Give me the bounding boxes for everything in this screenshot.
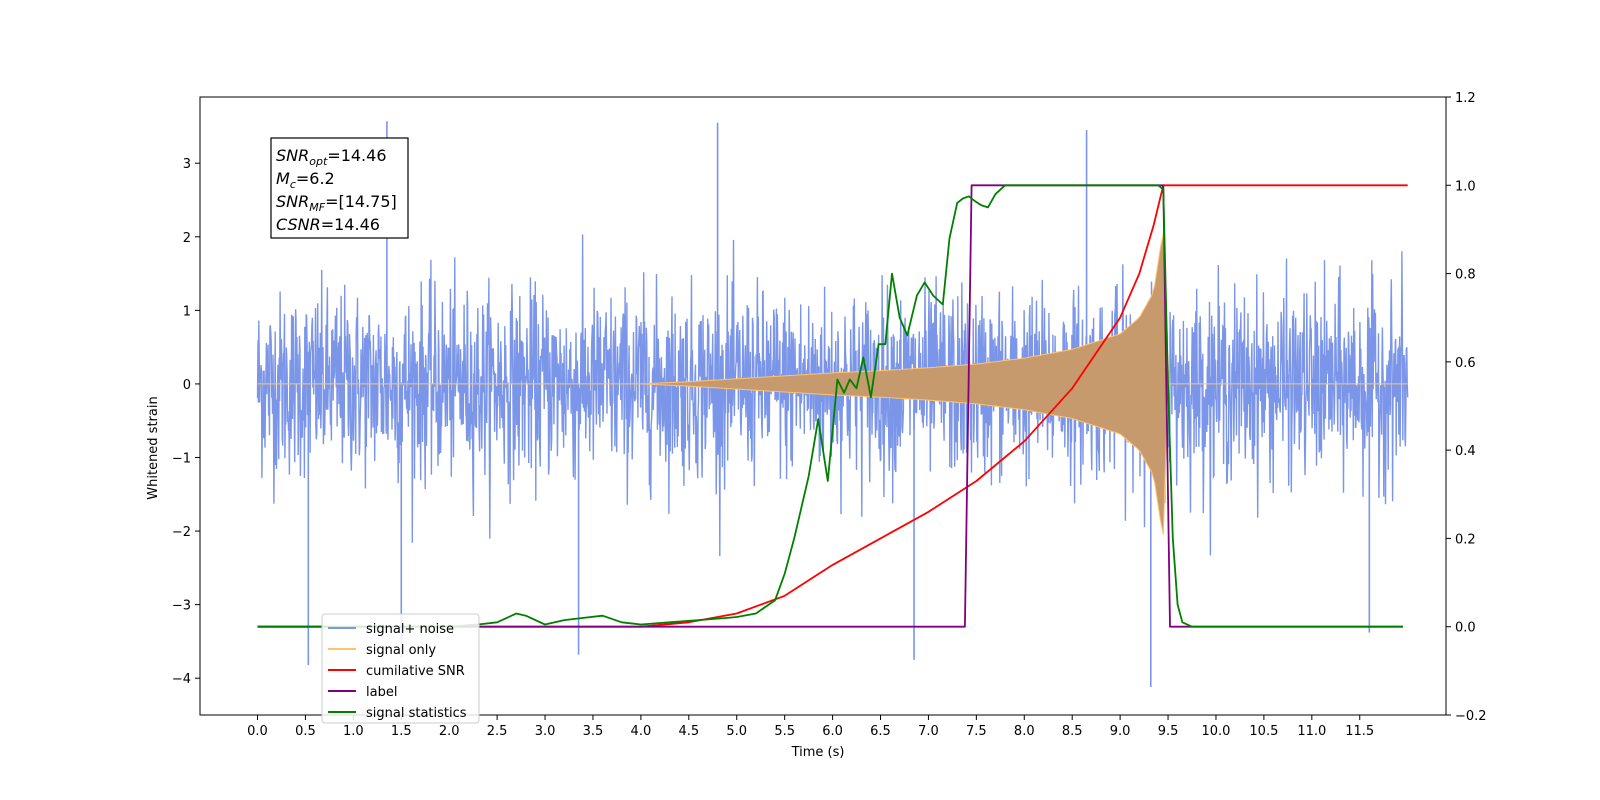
y-tick-label: 1 (183, 304, 191, 319)
annotation-line: Mc=6.2 (276, 169, 335, 191)
y-tick-label: −4 (172, 672, 191, 687)
signal-only-series (257, 233, 1408, 535)
x-tick-label: 4.5 (678, 724, 699, 739)
x-tick-label: 8.0 (1014, 724, 1035, 739)
x-tick-label: 2.0 (439, 724, 460, 739)
x-tick-label: 7.5 (966, 724, 987, 739)
x-tick-label: 2.5 (487, 724, 508, 739)
y2-tick-label: 1.2 (1455, 91, 1476, 106)
x-tick-label: 8.5 (1062, 724, 1083, 739)
cumilative-snr-series (257, 184, 1408, 628)
annotation-frame (270, 137, 409, 239)
x-tick-label: 11.0 (1297, 724, 1326, 739)
axes: 0.0 0.5 1.0 1.5 2.0 2.5 3.0 3.5 4.0 4.5 5.0 5.5 6.0 6… (172, 91, 1487, 739)
plot-area (256, 121, 1409, 688)
x-tick-label: 9.0 (1110, 724, 1131, 739)
legend-label: cumilative SNR (366, 664, 465, 679)
annotation-line: CSNR=14.46 (276, 215, 380, 234)
annotation-line: SNRMF=[14.75] (276, 192, 397, 214)
annotation-line: SNRopt=14.46 (276, 146, 387, 168)
x-tick-label: 10.5 (1249, 724, 1278, 739)
legend-label: signal statistics (366, 706, 467, 721)
y-tick-label: −3 (172, 599, 191, 614)
x-tick-label: 6.0 (822, 724, 843, 739)
annotation-box: SNRopt=14.46Mc=6.2SNRMF=[14.75]CSNR=14.4… (270, 137, 409, 239)
y2-tick-label: −0.2 (1455, 709, 1487, 724)
x-tick-label: 5.0 (726, 724, 747, 739)
x-tick-label: 1.5 (391, 724, 412, 739)
legend: signal+ noise signal only cumilative SNR la… (321, 613, 480, 724)
y-tick-label: −2 (172, 525, 191, 540)
signal-statistics-series (257, 184, 1403, 628)
legend-label: label (366, 685, 397, 700)
x-tick-label: 1.0 (343, 724, 364, 739)
axes-frame (199, 96, 1447, 716)
y2-tick-label: 0.4 (1455, 444, 1476, 459)
legend-label: signal only (366, 643, 436, 658)
x-tick-label: 6.5 (870, 724, 891, 739)
x-tick-label: 0.5 (295, 724, 316, 739)
y-tick-label: 2 (183, 231, 191, 246)
y2-tick-label: 1.0 (1455, 179, 1476, 194)
y-tick-label: 3 (183, 157, 191, 172)
y-tick-label: −1 (172, 452, 191, 467)
x-tick-label: 5.5 (774, 724, 795, 739)
y2-tick-label: 0.2 (1455, 532, 1476, 547)
x-tick-label: 0.0 (247, 724, 268, 739)
x-tick-label: 4.0 (631, 724, 652, 739)
x-tick-label: 11.5 (1345, 724, 1374, 739)
legend-frame (321, 613, 480, 724)
x-tick-label: 10.0 (1201, 724, 1230, 739)
x-tick-label: 9.5 (1158, 724, 1179, 739)
x-tick-label: 3.5 (583, 724, 604, 739)
x-tick-label: 7.0 (918, 724, 939, 739)
y2-tick-label: 0.0 (1455, 621, 1476, 636)
y-axis-label: Whitened strain (146, 396, 161, 499)
y2-tick-label: 0.8 (1455, 268, 1476, 283)
legend-label: signal+ noise (366, 622, 454, 637)
x-axis-label: Time (s) (791, 745, 845, 760)
x-tick-label: 3.0 (535, 724, 556, 739)
y-tick-label: 0 (183, 378, 191, 393)
y2-tick-label: 0.6 (1455, 356, 1476, 371)
